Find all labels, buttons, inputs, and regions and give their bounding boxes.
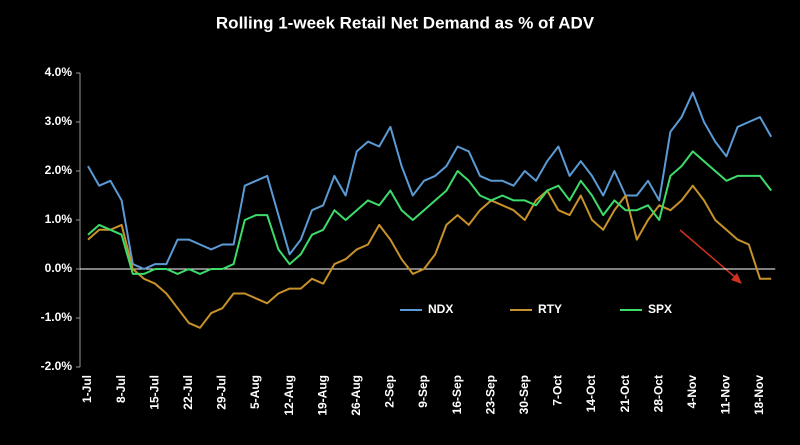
x-tick-label: 18-Nov	[752, 375, 766, 415]
x-tick-label: 9-Sep	[416, 375, 430, 408]
arrow-shaft	[679, 229, 737, 279]
x-tick-label: 11-Nov	[719, 375, 733, 415]
series-line	[87, 184, 772, 329]
x-tick-label: 5-Aug	[248, 375, 262, 409]
x-tick-label: 4-Nov	[685, 375, 699, 409]
y-tick-label: 1.0%	[45, 212, 73, 226]
x-tick-label: 28-Oct	[651, 375, 665, 412]
y-tick-label: 2.0%	[45, 163, 73, 177]
y-tick-label: -2.0%	[41, 359, 73, 373]
y-tick-label: -1.0%	[41, 310, 73, 324]
x-tick-label: 14-Oct	[584, 375, 598, 412]
x-tick-label: 16-Sep	[450, 375, 464, 414]
x-tick-label: 29-Jul	[215, 375, 229, 410]
arrow-head	[731, 273, 742, 284]
y-tick-label: 0.0%	[45, 261, 73, 275]
series-line	[87, 150, 772, 275]
y-tick-label: 4.0%	[45, 65, 73, 79]
x-tick-label: 7-Oct	[551, 375, 565, 406]
chart-title: Rolling 1-week Retail Net Demand as % of…	[216, 13, 595, 32]
x-tick-label: 2-Sep	[383, 375, 397, 408]
legend-label: RTY	[538, 302, 562, 316]
x-tick-label: 23-Sep	[483, 375, 497, 414]
legend-label: SPX	[648, 302, 672, 316]
legend-label: NDX	[428, 302, 453, 316]
x-tick-label: 19-Aug	[315, 375, 329, 416]
x-tick-label: 22-Jul	[181, 375, 195, 410]
x-tick-label: 12-Aug	[282, 375, 296, 416]
y-tick-label: 3.0%	[45, 114, 73, 128]
x-tick-label: 1-Jul	[80, 375, 94, 403]
series-line	[87, 91, 773, 270]
annotation-arrow	[679, 229, 742, 284]
x-tick-label: 26-Aug	[349, 375, 363, 416]
x-tick-label: 21-Oct	[618, 375, 632, 412]
x-tick-label: 30-Sep	[517, 375, 531, 414]
x-tick-label: 15-Jul	[147, 375, 161, 410]
x-tick-label: 8-Jul	[114, 375, 128, 403]
